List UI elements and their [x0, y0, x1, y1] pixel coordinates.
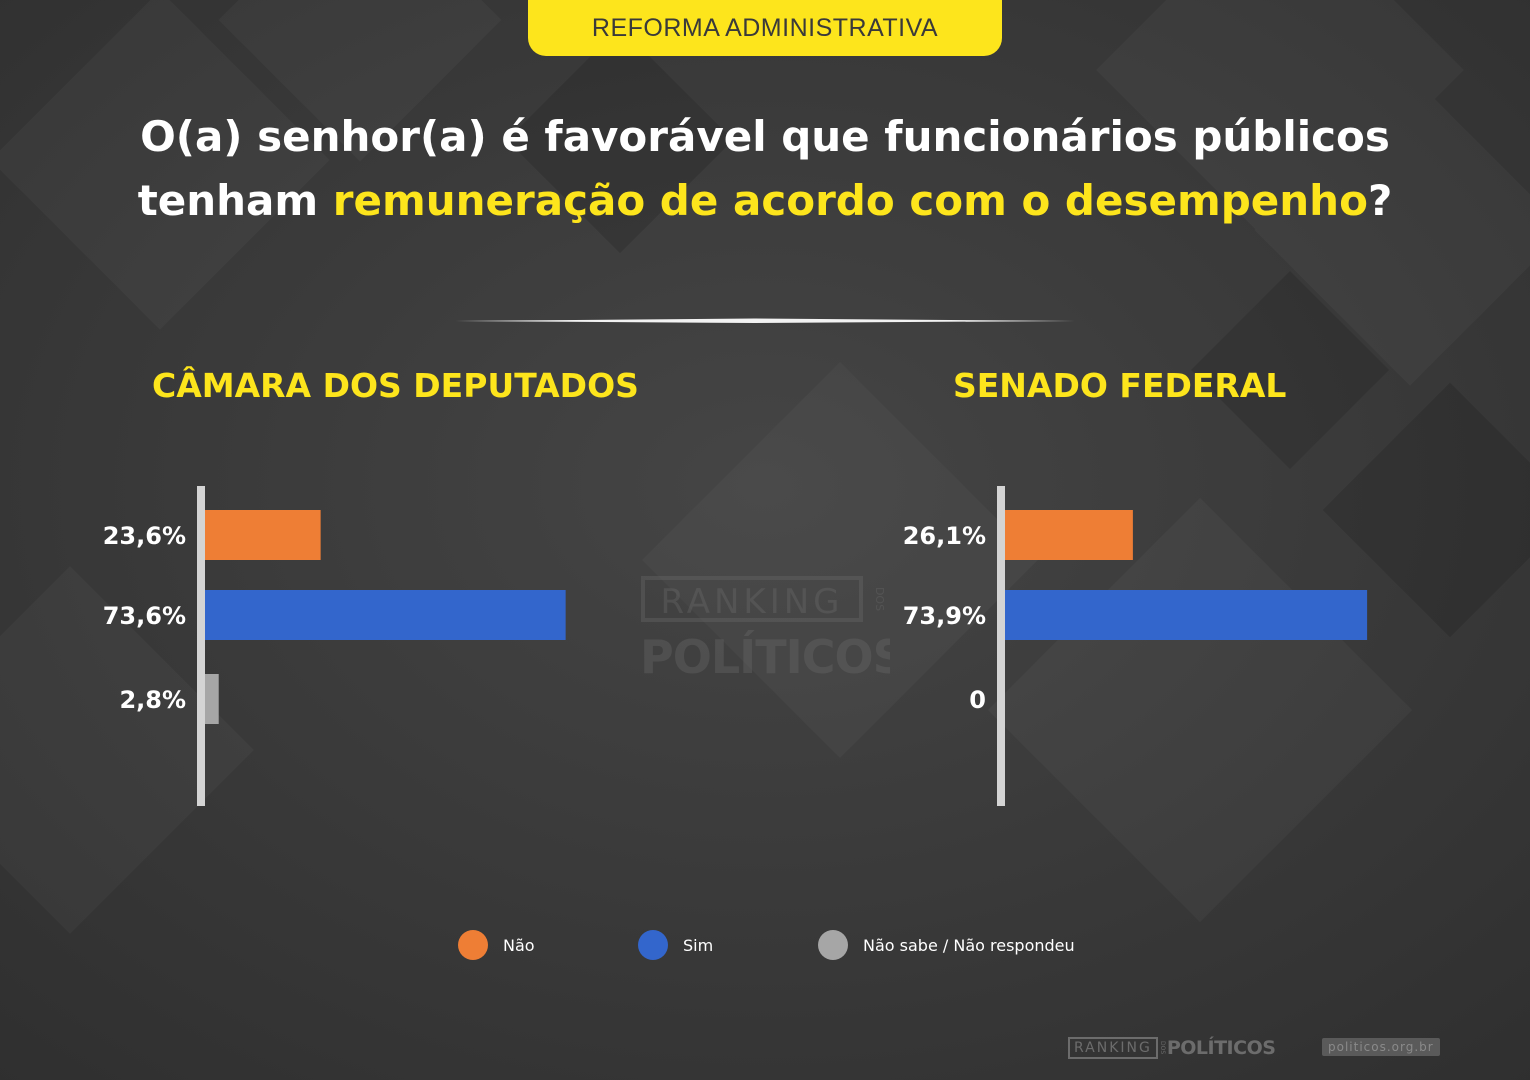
legend-item-nao: Não: [458, 930, 535, 960]
category-tag: REFORMA ADMINISTRATIVA: [528, 0, 1002, 56]
footer-logo-ranking: RANKING: [1068, 1037, 1158, 1059]
question-highlight: remuneração de acordo com o desempenho: [332, 176, 1368, 225]
chart-axis: [997, 486, 1005, 806]
chart-senado: 26,1% 73,9% 0: [903, 486, 1368, 806]
chart-axis: [197, 486, 205, 806]
data-label-sim: 73,6%: [103, 602, 186, 630]
data-label-nao: 23,6%: [103, 522, 186, 550]
chart-legend: Não Sim Não sabe / Não respondeu: [0, 930, 1530, 970]
question-line-2: tenham: [137, 176, 333, 225]
legend-label-sim: Sim: [683, 935, 714, 955]
chart-title-senado: SENADO FEDERAL: [953, 366, 1287, 405]
data-label-nao-sabe: 2,8%: [119, 686, 186, 714]
legend-dot-nao-sabe: [818, 930, 848, 960]
chart-title-camara: CÂMARA DOS DEPUTADOS: [152, 366, 639, 405]
watermark-logo: RANKING DOS POLÍTICOS: [640, 576, 890, 680]
watermark-dos: DOS: [873, 587, 886, 611]
chart-camara: 23,6% 73,6% 2,8%: [103, 486, 566, 806]
bar-nao: [205, 510, 321, 560]
bar-sim: [205, 590, 566, 640]
legend-item-sim: Sim: [638, 930, 713, 960]
question-title: O(a) senhor(a) é favorável que funcionár…: [100, 105, 1430, 233]
question-line-1: O(a) senhor(a) é favorável que funcionár…: [140, 112, 1390, 161]
footer-url: politicos.org.br: [1322, 1038, 1440, 1056]
footer-logo-dos: DOS: [1158, 1041, 1166, 1055]
question-mark: ?: [1367, 176, 1393, 225]
title-divider: [455, 318, 1075, 323]
bar-nao-sabe: [205, 674, 219, 724]
bar-nao: [1005, 510, 1133, 560]
watermark-ranking: RANKING: [660, 582, 843, 622]
legend-dot-nao: [458, 930, 488, 960]
watermark-politicos: POLÍTICOS: [640, 630, 890, 680]
data-label-sim: 73,9%: [903, 602, 986, 630]
bar-sim: [1005, 590, 1368, 640]
data-label-nao: 26,1%: [903, 522, 986, 550]
legend-label-nao: Não: [503, 935, 535, 955]
data-label-nao-sabe: 0: [969, 686, 986, 714]
footer-logo-politicos: POLÍTICOS: [1166, 1037, 1276, 1059]
legend-dot-sim: [638, 930, 668, 960]
legend-item-nao-sabe: Não sabe / Não respondeu: [818, 930, 1075, 960]
legend-label-nao-sabe: Não sabe / Não respondeu: [863, 935, 1075, 955]
footer-logo: RANKING DOS POLÍTICOS: [1068, 1036, 1276, 1060]
